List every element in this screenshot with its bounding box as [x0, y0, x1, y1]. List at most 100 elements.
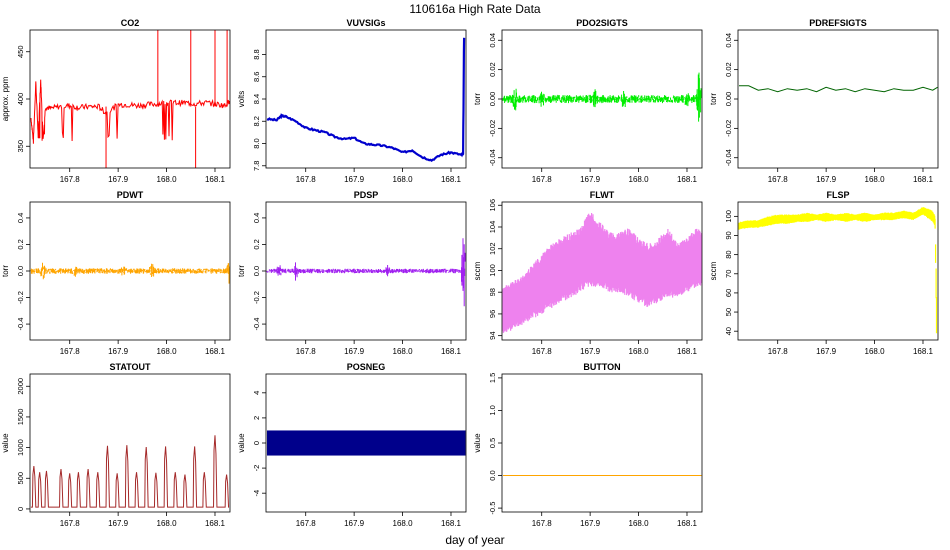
plot-frame [737, 29, 939, 169]
y-tick-label: 96 [488, 310, 497, 318]
data-layer [266, 238, 466, 307]
y-axis-label: approx. ppm [1, 76, 10, 121]
y-tick-label: 102 [488, 242, 497, 255]
x-tick-label: 168.1 [205, 175, 226, 184]
y-tick-label: -2 [252, 465, 261, 472]
panel-title: FLWT [590, 190, 615, 200]
series-line [30, 79, 230, 144]
panel-flsp: FLSP sccm 167.8 167.9 168.0 168.1 40 50 60 70 80 90… [709, 190, 939, 356]
y-axis-label: value [1, 433, 10, 453]
y-axis-label: torr [709, 93, 718, 105]
series-band [502, 213, 702, 333]
y-tick-label: 8.6 [252, 72, 261, 82]
y-tick-label: 350 [16, 140, 25, 153]
x-tick-label: 168.0 [157, 347, 178, 356]
x-tick-label: 168.0 [865, 347, 886, 356]
x-tick-label: 168.1 [441, 347, 462, 356]
y-axis-label: sccm [473, 261, 482, 280]
figure-xlabel: day of year [445, 533, 504, 547]
y-tick-label: 0.4 [252, 213, 261, 223]
data-layer [502, 72, 702, 122]
y-tick-label: 0.04 [488, 33, 497, 48]
y-tick-label: 104 [488, 221, 497, 234]
panel-title: VUVSIGs [346, 18, 385, 28]
y-tick-label: 1.0 [488, 405, 497, 415]
x-tick-label: 167.9 [344, 175, 365, 184]
y-tick-label: 2000 [16, 378, 25, 395]
series-line [266, 37, 466, 162]
x-tick-label: 167.9 [580, 347, 601, 356]
y-tick-label: 70 [724, 270, 733, 278]
x-tick-label: 168.1 [441, 519, 462, 528]
panel-pdo2sigts: PDO2SIGTS torr 167.8 167.9 168.0 168.1 -0.04 -0… [473, 18, 703, 184]
x-tick-label: 168.0 [865, 175, 886, 184]
data-layer [266, 37, 466, 162]
y-tick-label: 500 [16, 472, 25, 485]
x-tick-label: 168.1 [205, 347, 226, 356]
y-tick-label: 80 [724, 250, 733, 258]
y-axis-label: value [473, 433, 482, 453]
series-area [266, 430, 466, 456]
series-signal [30, 262, 230, 284]
y-axis-label: torr [473, 93, 482, 105]
data-layer [30, 30, 230, 168]
x-tick-label: 168.0 [393, 347, 414, 356]
data-layer [30, 262, 230, 284]
y-tick-label: 8.8 [252, 49, 261, 59]
x-tick-label: 167.8 [296, 347, 317, 356]
y-tick-label: 0.02 [724, 62, 733, 77]
x-tick-label: 168.0 [393, 175, 414, 184]
y-tick-label: -0.02 [724, 120, 733, 137]
y-tick-label: -0.04 [724, 149, 733, 166]
panel-pdwt: PDWT torr 167.8 167.9 168.0 168.1 -0.4 -0.2 0.0 0… [1, 190, 231, 356]
x-tick-label: 168.1 [913, 175, 934, 184]
panel-flwt: FLWT sccm 167.8 167.9 168.0 168.1 94 96 98 100 102… [473, 190, 703, 356]
y-tick-label: 0.0 [488, 470, 497, 480]
panel-title: PDO2SIGTS [576, 18, 628, 28]
panel-co2: CO2 approx. ppm 167.8 167.9 168.0 168.1 350 400… [1, 18, 231, 184]
panel-title: STATOUT [110, 362, 151, 372]
plot-frame [29, 373, 231, 513]
data-layer [30, 435, 230, 508]
x-tick-label: 167.8 [60, 347, 81, 356]
y-tick-label: 450 [16, 45, 25, 58]
data-layer [266, 430, 466, 456]
y-tick-label: 0.2 [252, 239, 261, 249]
y-tick-label: 100 [724, 210, 733, 223]
y-tick-label: 0.00 [488, 92, 497, 107]
x-tick-label: 167.8 [296, 519, 317, 528]
y-tick-label: -0.4 [16, 318, 25, 331]
y-axis-label: torr [1, 265, 10, 277]
y-tick-label: -0.04 [488, 149, 497, 166]
x-tick-label: 168.0 [629, 519, 650, 528]
y-axis-label: value [237, 433, 246, 453]
series-signal [502, 72, 702, 122]
y-tick-label: -4 [252, 490, 261, 497]
panel-pdrefsigts: PDREFSIGTS torr 167.8 167.9 168.0 168.1 -0.04 -… [709, 18, 939, 184]
y-axis-label: sccm [709, 261, 718, 280]
y-tick-label: 0.02 [488, 62, 497, 77]
panel-statout: STATOUT value 167.8 167.9 168.0 168.1 0 500 1000… [1, 362, 231, 528]
x-tick-label: 167.9 [580, 175, 601, 184]
figure-title: 110616a High Rate Data [409, 2, 541, 16]
data-layer [738, 207, 938, 334]
panel-posneg: POSNEG value 167.8 167.9 168.0 168.1 -4 -2 0 2 4 [237, 362, 467, 528]
x-tick-label: 168.1 [913, 347, 934, 356]
y-tick-label: -0.4 [252, 318, 261, 331]
y-tick-label: 0.5 [488, 438, 497, 448]
panel-title: FLSP [826, 190, 849, 200]
y-tick-label: 8.4 [252, 94, 261, 104]
y-tick-label: 0.2 [16, 239, 25, 249]
x-tick-label: 167.9 [108, 519, 129, 528]
plot-frame [501, 201, 703, 341]
x-tick-label: 168.0 [157, 519, 178, 528]
y-tick-label: -0.02 [488, 120, 497, 137]
x-tick-label: 167.8 [768, 175, 789, 184]
x-tick-label: 168.0 [629, 347, 650, 356]
y-tick-label: -0.2 [252, 291, 261, 304]
series-signal [266, 238, 466, 307]
x-tick-label: 167.8 [532, 347, 553, 356]
y-tick-label: 94 [488, 331, 497, 339]
